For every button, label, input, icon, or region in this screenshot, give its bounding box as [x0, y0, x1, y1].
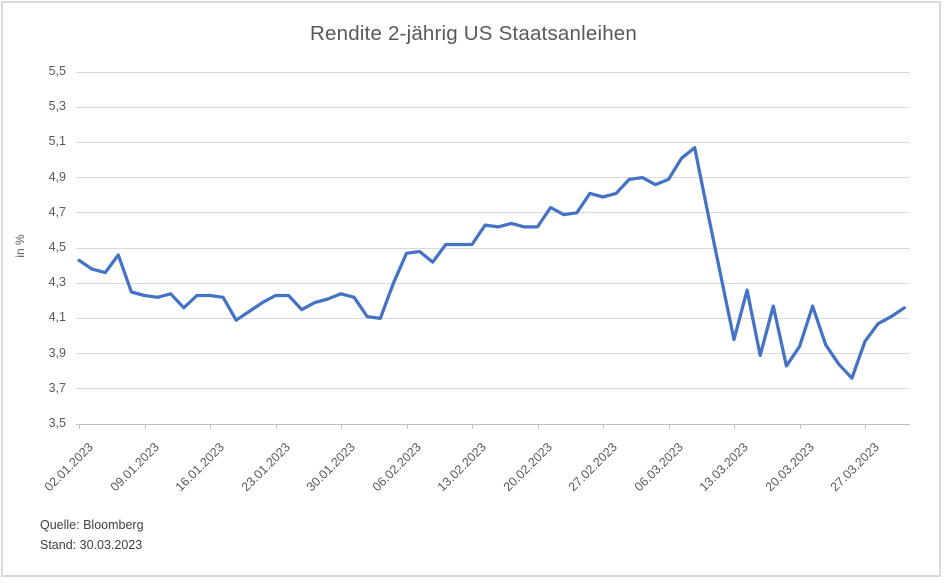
yield-line-series: [77, 146, 906, 380]
x-axis-tick: [603, 424, 604, 429]
x-axis-tick: [472, 424, 473, 429]
gridline: [76, 71, 910, 73]
chart-title: Rendite 2-jährig US Staatsanleihen: [309, 22, 638, 45]
source-note: Quelle: Bloomberg Stand: 30.03.2023: [40, 515, 144, 555]
y-tick-label: 5,5: [48, 64, 66, 78]
x-axis-tick: [79, 424, 80, 429]
gridline: [76, 317, 910, 319]
x-axis-tick: [537, 424, 539, 429]
gridline: [76, 141, 910, 143]
y-tick-label: 5,1: [48, 134, 66, 149]
x-axis-tick: [406, 424, 408, 429]
gridline: [76, 177, 910, 179]
gridline: [76, 247, 910, 249]
x-axis-tick: [210, 424, 211, 429]
x-axis-tick: [799, 424, 801, 429]
gridline: [76, 388, 910, 390]
x-axis-tick: [668, 424, 670, 429]
y-tick-label: 3,9: [48, 345, 66, 360]
gridline: [76, 212, 910, 214]
x-axis-tick: [734, 424, 735, 429]
y-tick-label: 3,5: [48, 416, 66, 430]
x-axis-tick: [341, 424, 342, 429]
y-tick-label: 4,1: [48, 310, 66, 325]
gridline: [76, 353, 910, 355]
source-date-line: Stand: 30.03.2023: [40, 538, 143, 552]
y-tick-label: 4,3: [48, 275, 66, 290]
x-axis-tick: [275, 424, 277, 429]
y-tick-label: 4,9: [48, 169, 66, 184]
x-axis-line: [76, 424, 910, 425]
y-tick-label: 4,7: [48, 204, 66, 219]
y-tick-label: 5,3: [48, 99, 66, 114]
x-axis-tick: [144, 424, 146, 429]
y-tick-label: 3,7: [48, 380, 66, 395]
source-line: Quelle: Bloomberg: [40, 518, 144, 532]
gridline: [76, 282, 910, 284]
gridline: [76, 106, 910, 108]
x-axis-tick: [865, 424, 866, 429]
y-tick-label: 4,5: [48, 240, 66, 254]
